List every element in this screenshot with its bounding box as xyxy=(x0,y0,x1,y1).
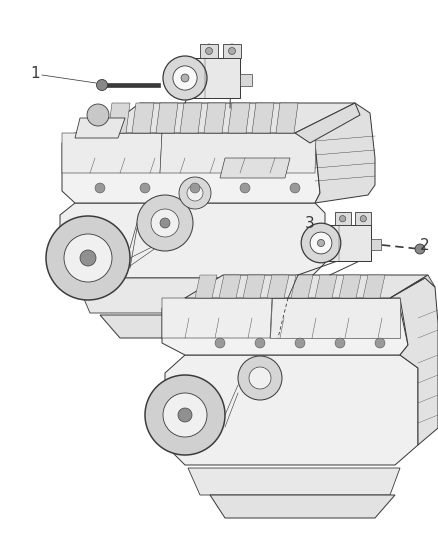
Polygon shape xyxy=(267,275,289,298)
Circle shape xyxy=(151,209,179,237)
Circle shape xyxy=(310,232,332,254)
Polygon shape xyxy=(100,315,295,338)
Text: 2: 2 xyxy=(420,238,430,253)
Polygon shape xyxy=(62,133,320,203)
Polygon shape xyxy=(60,203,325,278)
Bar xyxy=(185,58,240,98)
Circle shape xyxy=(339,215,346,222)
Circle shape xyxy=(229,47,236,54)
Polygon shape xyxy=(210,495,395,518)
Circle shape xyxy=(240,183,250,193)
Polygon shape xyxy=(305,103,375,203)
Circle shape xyxy=(215,338,225,348)
Polygon shape xyxy=(185,275,428,298)
Circle shape xyxy=(80,250,96,266)
Circle shape xyxy=(375,338,385,348)
Polygon shape xyxy=(291,275,313,298)
Circle shape xyxy=(163,56,207,100)
Polygon shape xyxy=(243,275,265,298)
Circle shape xyxy=(301,223,341,263)
Polygon shape xyxy=(108,103,130,133)
Polygon shape xyxy=(162,298,272,338)
Polygon shape xyxy=(295,103,360,143)
Bar xyxy=(200,44,218,58)
Bar xyxy=(240,74,252,86)
Polygon shape xyxy=(276,103,298,133)
Polygon shape xyxy=(160,133,316,173)
Bar xyxy=(355,212,371,225)
Polygon shape xyxy=(75,278,310,313)
Circle shape xyxy=(173,66,197,90)
Circle shape xyxy=(179,177,211,209)
Circle shape xyxy=(160,218,170,228)
Polygon shape xyxy=(390,278,438,445)
Circle shape xyxy=(295,338,305,348)
Circle shape xyxy=(140,183,150,193)
Polygon shape xyxy=(165,355,418,465)
Circle shape xyxy=(318,239,325,247)
Bar xyxy=(321,225,371,261)
Circle shape xyxy=(360,215,367,222)
Polygon shape xyxy=(220,158,290,178)
Polygon shape xyxy=(228,103,250,133)
Polygon shape xyxy=(315,275,337,298)
Polygon shape xyxy=(219,275,241,298)
Polygon shape xyxy=(180,103,202,133)
Bar xyxy=(335,212,351,225)
Polygon shape xyxy=(390,275,435,298)
Polygon shape xyxy=(270,298,400,338)
Polygon shape xyxy=(75,118,125,138)
Circle shape xyxy=(46,216,130,300)
Circle shape xyxy=(335,338,345,348)
Circle shape xyxy=(181,74,189,82)
Circle shape xyxy=(190,183,200,193)
Polygon shape xyxy=(339,275,361,298)
Circle shape xyxy=(187,185,203,201)
Polygon shape xyxy=(156,103,178,133)
Polygon shape xyxy=(162,298,408,355)
Circle shape xyxy=(96,79,107,91)
Circle shape xyxy=(163,393,207,437)
Polygon shape xyxy=(100,103,355,133)
Text: 3: 3 xyxy=(305,215,315,230)
Polygon shape xyxy=(132,103,154,133)
Polygon shape xyxy=(188,468,400,495)
Circle shape xyxy=(238,356,282,400)
Circle shape xyxy=(249,367,271,389)
Polygon shape xyxy=(62,133,162,173)
Bar xyxy=(371,239,381,250)
Circle shape xyxy=(137,195,193,251)
Text: 1: 1 xyxy=(30,66,40,80)
Polygon shape xyxy=(195,275,217,298)
Polygon shape xyxy=(252,103,274,133)
Circle shape xyxy=(415,244,425,254)
Circle shape xyxy=(255,338,265,348)
Polygon shape xyxy=(363,275,385,298)
Polygon shape xyxy=(204,103,226,133)
Circle shape xyxy=(178,408,192,422)
Circle shape xyxy=(64,234,112,282)
Bar xyxy=(223,44,241,58)
Circle shape xyxy=(87,104,109,126)
Circle shape xyxy=(205,47,212,54)
Circle shape xyxy=(95,183,105,193)
Circle shape xyxy=(290,183,300,193)
Circle shape xyxy=(145,375,225,455)
FancyArrow shape xyxy=(105,84,160,86)
